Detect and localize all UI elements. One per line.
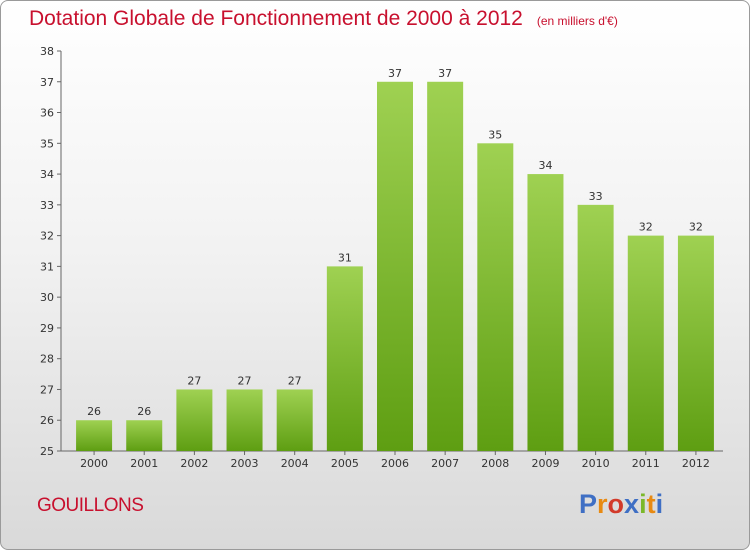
x-tick-label: 2005 <box>331 457 359 470</box>
bar-2010 <box>577 204 614 451</box>
x-tick-label: 2001 <box>130 457 158 470</box>
y-tick-label: 34 <box>40 168 54 181</box>
bar-2004 <box>276 389 313 451</box>
bar-2000 <box>76 420 113 451</box>
bar-2007 <box>427 81 464 452</box>
y-tick-label: 32 <box>40 230 54 243</box>
x-tick-label: 2007 <box>431 457 459 470</box>
y-tick-label: 38 <box>40 45 54 58</box>
title-row: Dotation Globale de Fonctionnement de 20… <box>29 7 618 31</box>
bar-2002 <box>176 389 213 451</box>
y-tick-label: 30 <box>40 291 54 304</box>
y-tick-label: 26 <box>40 414 54 427</box>
value-label: 27 <box>187 374 201 387</box>
bar-2012 <box>677 235 714 451</box>
proxiti-logo: Proxiti <box>579 489 663 520</box>
y-tick-label: 28 <box>40 353 54 366</box>
value-label: 34 <box>538 159 552 172</box>
value-label: 32 <box>639 221 653 234</box>
logo-letter: t <box>646 489 656 519</box>
y-tick-label: 35 <box>40 137 54 150</box>
value-label: 31 <box>338 251 352 264</box>
chart-title: Dotation Globale de Fonctionnement de 20… <box>29 7 523 30</box>
y-tick-label: 36 <box>40 107 54 120</box>
x-tick-label: 2011 <box>632 457 660 470</box>
value-label: 37 <box>438 67 452 80</box>
logo-letter: r <box>597 489 608 519</box>
y-tick-label: 27 <box>40 383 54 396</box>
x-tick-label: 2004 <box>281 457 309 470</box>
x-tick-label: 2009 <box>531 457 559 470</box>
bar-2001 <box>126 420 163 451</box>
bar-2008 <box>477 143 514 452</box>
value-label: 32 <box>689 221 703 234</box>
chart-unit: (en milliers d'€) <box>536 14 618 28</box>
value-label: 27 <box>238 374 252 387</box>
value-label: 27 <box>288 374 302 387</box>
x-tick-label: 2002 <box>180 457 208 470</box>
logo-letter: i <box>639 489 647 519</box>
y-tick-label: 33 <box>40 199 54 212</box>
logo-letter: P <box>579 489 598 519</box>
logo-letter: x <box>624 489 640 519</box>
value-label: 33 <box>589 190 603 203</box>
x-tick-label: 2012 <box>682 457 710 470</box>
logo-letter: i <box>655 489 664 519</box>
x-tick-label: 2003 <box>231 457 259 470</box>
bar-2006 <box>377 81 413 452</box>
value-label: 26 <box>87 405 101 418</box>
y-tick-label: 37 <box>40 76 54 89</box>
value-label: 35 <box>488 128 502 141</box>
value-label: 26 <box>137 405 151 418</box>
bar-2011 <box>627 235 664 451</box>
x-tick-label: 2010 <box>582 457 610 470</box>
bar-2003 <box>226 389 263 451</box>
bar-2009 <box>527 174 564 452</box>
value-label: 37 <box>388 67 402 80</box>
x-tick-label: 2006 <box>381 457 409 470</box>
y-tick-label: 25 <box>40 445 54 458</box>
y-tick-label: 29 <box>40 322 54 335</box>
x-tick-label: 2000 <box>80 457 108 470</box>
commune-name: GOUILLONS <box>37 495 144 516</box>
y-tick-label: 31 <box>40 260 54 273</box>
x-tick-label: 2008 <box>481 457 509 470</box>
bar-2005 <box>326 266 363 451</box>
logo-letter: o <box>607 489 625 519</box>
